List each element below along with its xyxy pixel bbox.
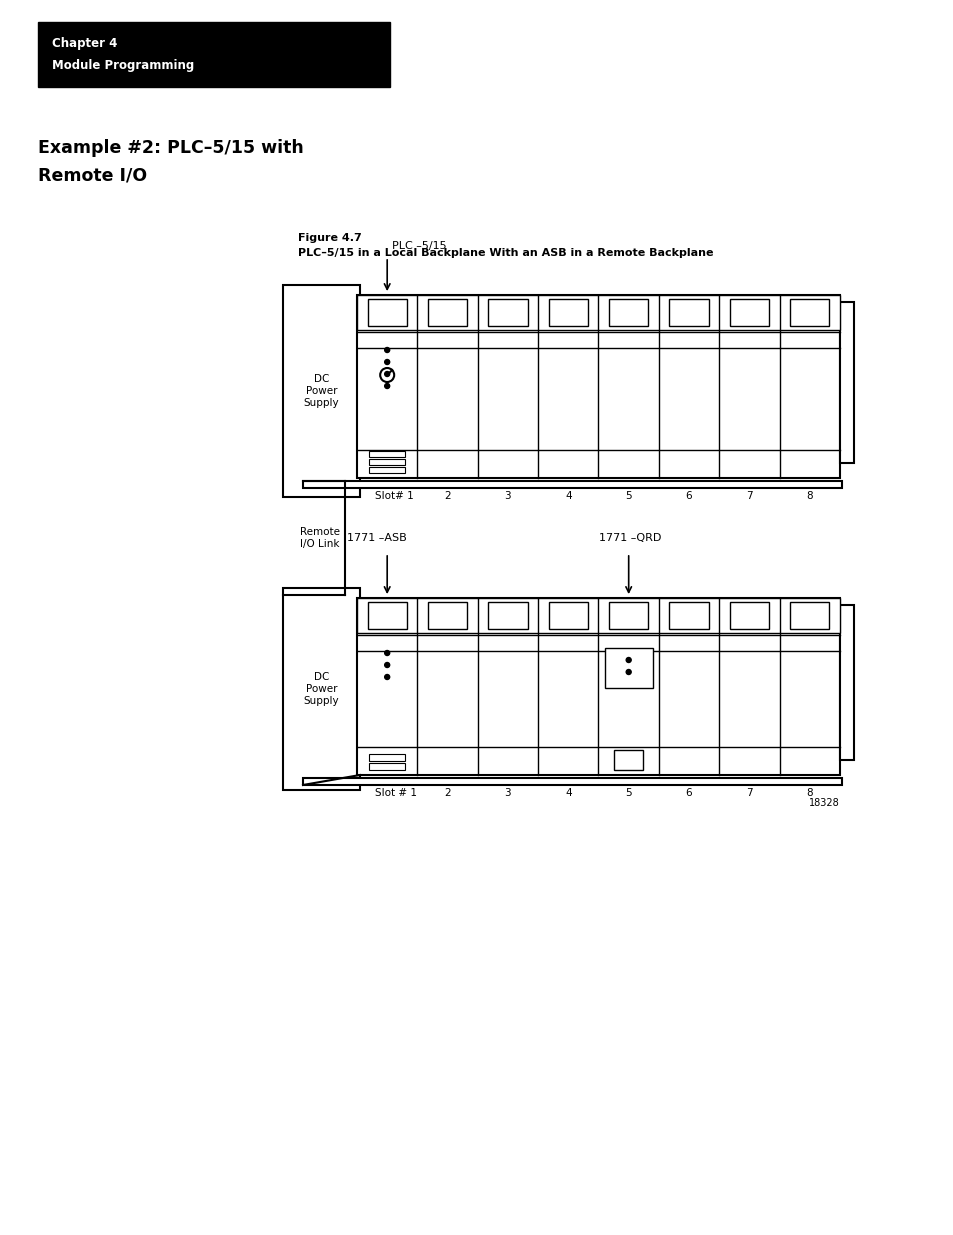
Bar — [789, 601, 828, 629]
Bar — [548, 299, 587, 326]
Text: PLC–5/15 in a Local Backplane With an ASB in a Remote Backplane: PLC–5/15 in a Local Backplane With an AS… — [297, 248, 713, 258]
Bar — [614, 750, 642, 769]
Text: 4: 4 — [564, 492, 571, 501]
Circle shape — [625, 657, 631, 662]
Text: 4: 4 — [564, 788, 571, 798]
Bar — [488, 601, 527, 629]
Text: 2: 2 — [444, 492, 451, 501]
Bar — [369, 451, 405, 457]
Text: Chapter 4: Chapter 4 — [52, 37, 117, 49]
Bar — [548, 601, 587, 629]
Text: Figure 4.7: Figure 4.7 — [297, 233, 361, 243]
Text: Remote I/O: Remote I/O — [38, 165, 147, 184]
Bar — [303, 480, 841, 488]
Bar — [369, 467, 405, 473]
Text: PLC –5/15: PLC –5/15 — [392, 241, 446, 251]
Text: 1771 –QRD: 1771 –QRD — [598, 534, 660, 543]
Bar — [356, 295, 840, 478]
Circle shape — [384, 372, 389, 377]
Text: Slot# 1: Slot# 1 — [375, 492, 414, 501]
Text: DC
Power
Supply: DC Power Supply — [303, 374, 339, 408]
Bar — [369, 755, 405, 761]
Circle shape — [384, 359, 389, 364]
Text: 5: 5 — [625, 492, 631, 501]
Text: 18328: 18328 — [808, 798, 840, 808]
Text: 3: 3 — [504, 788, 511, 798]
Text: 2: 2 — [444, 788, 451, 798]
Text: 6: 6 — [685, 492, 692, 501]
Circle shape — [384, 651, 389, 656]
Circle shape — [625, 669, 631, 674]
Circle shape — [384, 384, 389, 389]
Bar — [367, 601, 406, 629]
Bar — [488, 299, 527, 326]
Bar — [840, 605, 853, 760]
Bar — [356, 598, 840, 634]
Bar — [729, 601, 768, 629]
Text: 8: 8 — [805, 788, 812, 798]
Bar — [840, 303, 853, 463]
Bar — [369, 459, 405, 466]
Bar — [729, 299, 768, 326]
Bar — [669, 299, 708, 326]
Text: Module Programming: Module Programming — [52, 59, 194, 72]
Bar — [356, 295, 840, 330]
Bar — [367, 299, 406, 326]
Text: 6: 6 — [685, 788, 692, 798]
Bar — [428, 299, 467, 326]
Bar — [608, 601, 648, 629]
Text: 3: 3 — [504, 492, 511, 501]
Bar — [303, 778, 841, 785]
Text: 7: 7 — [745, 492, 752, 501]
Bar — [356, 598, 840, 776]
Bar — [604, 648, 652, 688]
Text: 5: 5 — [625, 788, 631, 798]
Circle shape — [384, 347, 389, 352]
Text: Slot # 1: Slot # 1 — [375, 788, 416, 798]
Bar — [608, 299, 648, 326]
Text: DC
Power
Supply: DC Power Supply — [303, 672, 339, 705]
Bar — [283, 588, 359, 790]
Text: Remote
I/O Link: Remote I/O Link — [299, 527, 339, 548]
Circle shape — [384, 674, 389, 679]
Bar — [38, 22, 390, 86]
Bar — [789, 299, 828, 326]
Bar — [283, 285, 359, 496]
Bar — [669, 601, 708, 629]
Text: 7: 7 — [745, 788, 752, 798]
Text: 8: 8 — [805, 492, 812, 501]
Circle shape — [384, 662, 389, 667]
Bar — [428, 601, 467, 629]
Bar — [369, 763, 405, 769]
Text: 1771 –ASB: 1771 –ASB — [347, 534, 407, 543]
Text: Example #2: PLC–5/15 with: Example #2: PLC–5/15 with — [38, 140, 303, 157]
